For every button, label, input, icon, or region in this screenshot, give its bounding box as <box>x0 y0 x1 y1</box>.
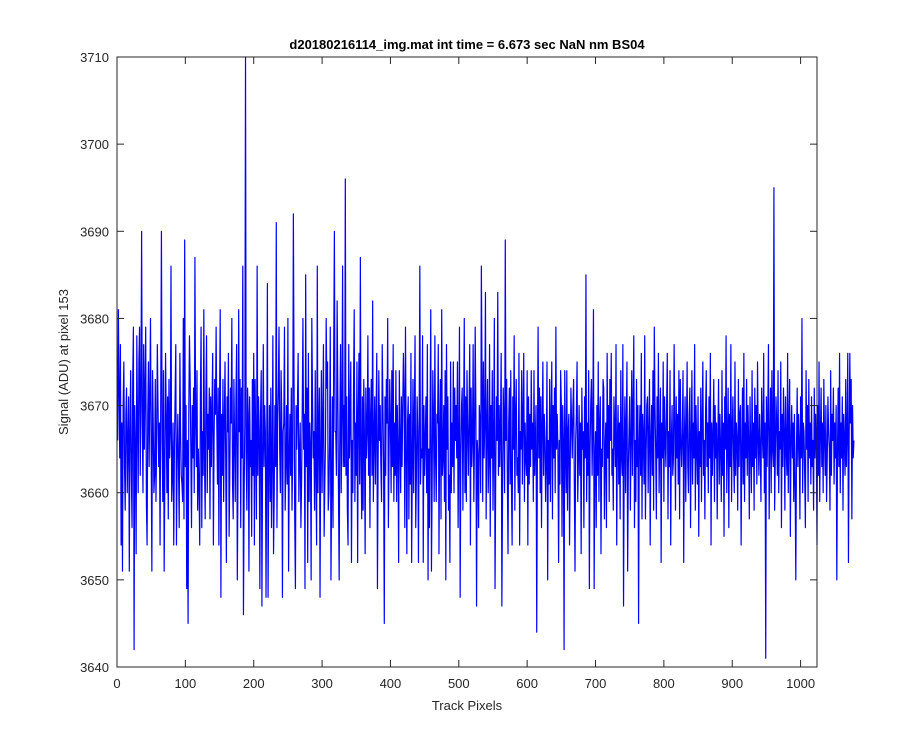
x-axis-ticks: 0 100 200 300 400 500 600 700 800 900 1000 <box>113 57 815 691</box>
x-tick-label: 400 <box>380 676 402 691</box>
x-tick-label: 900 <box>721 676 743 691</box>
y-axis-label: Signal (ADU) at pixel 153 <box>56 289 71 435</box>
y-tick-label: 3700 <box>80 137 109 152</box>
y-tick-label: 3710 <box>80 50 109 65</box>
y-tick-label: 3650 <box>80 573 109 588</box>
y-axis-ticks: 3640 3650 3660 3670 3680 3690 3700 3710 <box>80 50 817 675</box>
y-tick-label: 3670 <box>80 399 109 414</box>
x-tick-label: 300 <box>311 676 333 691</box>
x-tick-label: 600 <box>516 676 538 691</box>
y-tick-label: 3680 <box>80 311 109 326</box>
x-axis-label: Track Pixels <box>432 698 503 713</box>
series-layer <box>117 56 855 659</box>
x-tick-label: 500 <box>448 676 470 691</box>
x-tick-label: 800 <box>653 676 675 691</box>
series-line-0 <box>117 56 855 659</box>
x-tick-label: 200 <box>243 676 265 691</box>
plot-area <box>117 57 817 667</box>
x-tick-label: 700 <box>585 676 607 691</box>
x-tick-label: 1000 <box>786 676 815 691</box>
x-tick-label: 100 <box>175 676 197 691</box>
y-tick-label: 3690 <box>80 224 109 239</box>
plot-frame <box>116 56 818 668</box>
x-tick-label: 0 <box>113 676 120 691</box>
y-tick-label: 3640 <box>80 660 109 675</box>
chart-title: d20180216114_img.mat int time = 6.673 se… <box>289 37 645 52</box>
y-tick-label: 3660 <box>80 486 109 501</box>
